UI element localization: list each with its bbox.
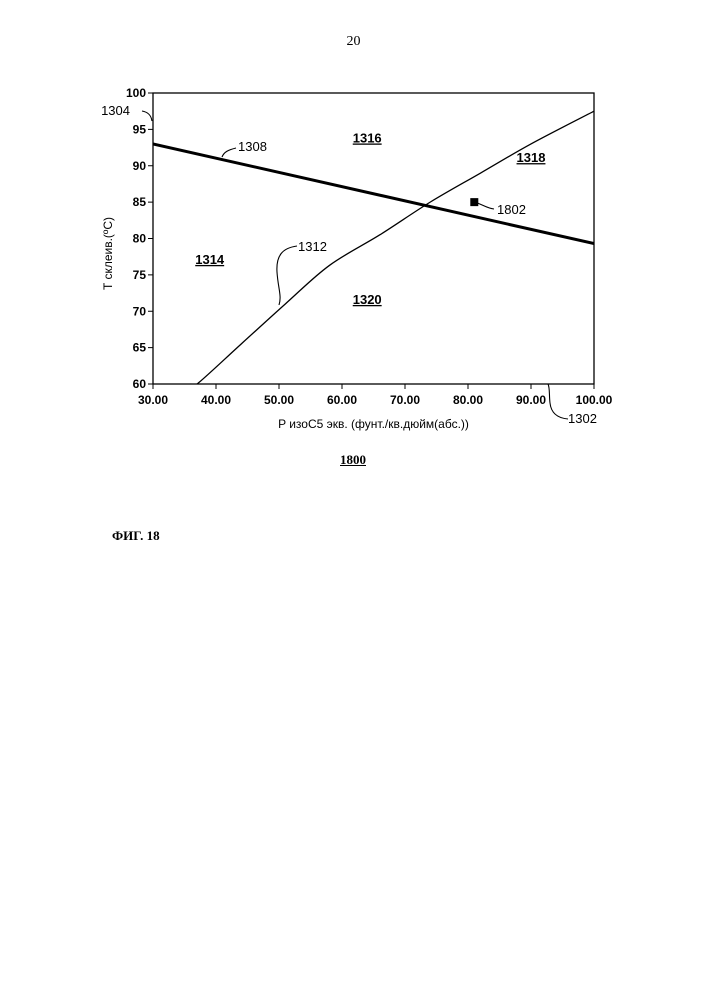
y-tick-label: 85 xyxy=(133,195,147,209)
y-tick-label: 75 xyxy=(133,268,147,282)
figure-caption: ФИГ. 18 xyxy=(112,528,160,544)
x-tick-label: 30.00 xyxy=(138,393,168,407)
leader-line-1308 xyxy=(222,148,236,157)
callout-1302: 1302 xyxy=(568,411,597,426)
callout-1308: 1308 xyxy=(238,139,267,154)
y-tick-label: 60 xyxy=(133,377,147,391)
y-axis-title: T склеив.(ºC) xyxy=(101,217,115,290)
x-tick-label: 90.00 xyxy=(516,393,546,407)
x-axis-title: P изоC5 экв. (фунт./кв.дюйм(абс.)) xyxy=(278,417,469,431)
figure-number: 1800 xyxy=(330,452,376,468)
callout-1312: 1312 xyxy=(298,239,327,254)
region-label-1318: 1318 xyxy=(517,150,546,165)
region-label-1314: 1314 xyxy=(195,252,225,267)
x-tick-label: 60.00 xyxy=(327,393,357,407)
y-tick-label: 100 xyxy=(126,86,146,100)
region-label-1320: 1320 xyxy=(353,292,382,307)
y-tick-label: 90 xyxy=(133,159,147,173)
leader-line-1302 xyxy=(548,384,568,419)
x-tick-label: 70.00 xyxy=(390,393,420,407)
x-tick-label: 100.00 xyxy=(576,393,613,407)
y-tick-label: 65 xyxy=(133,341,147,355)
y-tick-label: 80 xyxy=(133,232,147,246)
y-tick-label: 70 xyxy=(133,304,147,318)
y-tick-label: 95 xyxy=(133,122,147,136)
region-label-1316: 1316 xyxy=(353,130,382,145)
callout-1304: 1304 xyxy=(101,103,130,118)
x-tick-label: 40.00 xyxy=(201,393,231,407)
leader-line-1304 xyxy=(142,111,152,121)
callout-1802: 1802 xyxy=(497,202,526,217)
x-tick-label: 50.00 xyxy=(264,393,294,407)
x-tick-label: 80.00 xyxy=(453,393,483,407)
